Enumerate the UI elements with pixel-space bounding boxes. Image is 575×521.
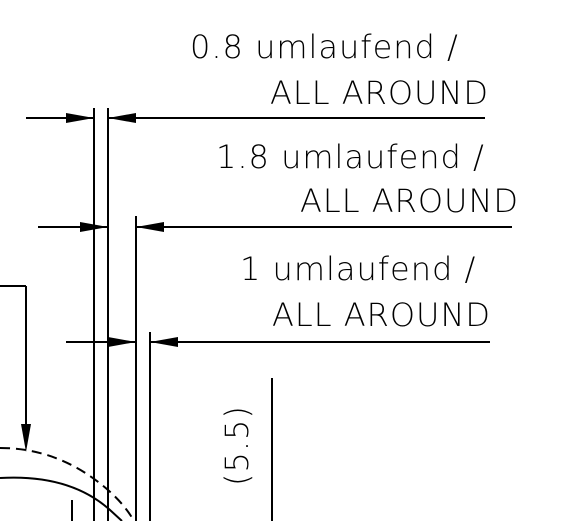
left-leader-arrowhead	[21, 424, 31, 452]
annotation-1-8-line1: 1.8 umlaufend /	[216, 138, 485, 176]
left-leader	[0, 285, 31, 452]
annotation-0-8-line1: 0.8 umlaufend /	[190, 28, 459, 66]
annotation-0-8: 0.8 umlaufend / ALL AROUND	[26, 28, 489, 123]
dimension-5-5-label: (5.5)	[218, 405, 256, 486]
dashed-contour-arc	[0, 447, 135, 521]
arrowhead-right-1-8	[136, 222, 164, 232]
annotation-0-8-line2: ALL AROUND	[270, 74, 489, 112]
arrowhead-left-0-8	[66, 113, 94, 123]
annotation-1-line1: 1 umlaufend /	[240, 250, 476, 288]
annotation-1-8-line2: ALL AROUND	[300, 182, 519, 220]
annotation-1: 1 umlaufend / ALL AROUND	[66, 250, 491, 347]
annotation-1-line2: ALL AROUND	[272, 296, 491, 334]
part-contours	[0, 447, 135, 521]
extension-lines	[93, 108, 151, 521]
dimension-5-5: (5.5)	[218, 378, 273, 521]
arrowhead-right-0-8	[108, 113, 136, 123]
arrowhead-left-1	[108, 337, 136, 347]
annotation-1-8: 1.8 umlaufend / ALL AROUND	[38, 138, 519, 232]
solid-contour-arc	[0, 476, 123, 521]
arrowhead-right-1	[150, 337, 178, 347]
